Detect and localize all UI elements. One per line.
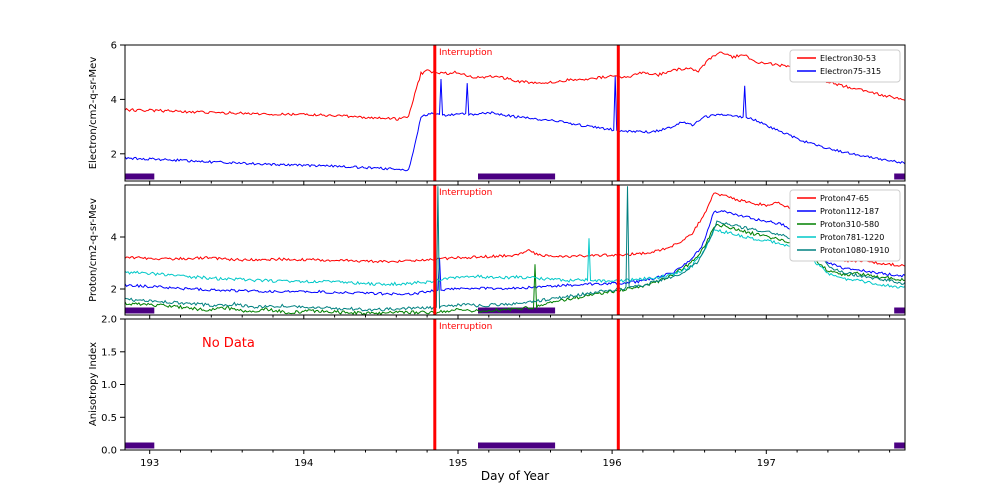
- series-line-Electron30-53: [125, 51, 905, 121]
- legend: Electron30-53 Electron75-315: [789, 49, 901, 83]
- data-gap-bar: [894, 442, 905, 449]
- legend-label: Electron30-53: [820, 54, 876, 63]
- y-tick-label: 2: [111, 149, 117, 160]
- data-gap-bar: [478, 307, 556, 314]
- annotation-interruption-bottom: Interruption: [439, 322, 493, 332]
- data-gap-bar: [478, 442, 556, 449]
- legend-label: Electron75-315: [820, 67, 881, 76]
- x-tick-label: 196: [603, 458, 622, 469]
- y-tick-label: 6: [111, 41, 117, 52]
- y-tick-label: 4: [111, 95, 117, 106]
- ylabel-anisotropy-index: Anisotropy Index: [88, 341, 99, 427]
- series-line-Proton112-187: [125, 210, 905, 296]
- data-gap-bar: [478, 173, 556, 180]
- legend-label: Proton781-1220: [820, 233, 884, 242]
- panel-proton-flux: 24: [111, 184, 906, 319]
- panel-anisotropy: 0.0 0.5 1.0 1.5 2.0 193 194 195 196 197: [101, 315, 906, 469]
- data-gap-bar: [125, 307, 155, 314]
- y-tick-label: 1.0: [101, 380, 117, 391]
- legend-label: Proton310-580: [820, 220, 879, 229]
- data-gap-bar: [894, 307, 905, 314]
- data-gap-bar: [894, 173, 905, 180]
- series-line-Electron75-315: [125, 76, 905, 172]
- legend-label: Proton47-65: [820, 194, 869, 203]
- legend: Proton47-65 Proton112-187 Proton310-580 Pro…: [789, 189, 901, 262]
- x-tick-label: 195: [448, 458, 467, 469]
- xlabel-day-of-year: Day of Year: [480, 469, 550, 483]
- x-tick-label: 193: [140, 458, 159, 469]
- annotation-interruption-top: Interruption: [439, 48, 493, 58]
- annotation-interruption-middle: Interruption: [439, 188, 493, 198]
- panel-electron-flux: 2 4 6: [111, 41, 906, 185]
- y-tick-label: 2.0: [101, 315, 117, 326]
- data-gap-bar: [125, 173, 155, 180]
- legend-box: [789, 189, 901, 262]
- x-tick-label: 194: [294, 458, 313, 469]
- y-tick-label: 0.5: [101, 413, 117, 424]
- y-tick-label: 1.5: [101, 347, 117, 358]
- series-line-Proton1080-1910: [125, 186, 905, 312]
- y-tick-label: 4: [111, 233, 117, 244]
- legend-box: [789, 49, 901, 83]
- data-gap-bar: [125, 442, 155, 449]
- series-line-Proton781-1220: [125, 228, 905, 289]
- panel-border: [124, 44, 906, 182]
- legend-label: Proton1080-1910: [820, 246, 889, 255]
- y-tick-label: 0.0: [101, 446, 117, 457]
- legend-label: Proton112-187: [820, 207, 879, 216]
- panel-border: [124, 184, 906, 316]
- series-line-Proton310-580: [125, 223, 905, 315]
- x-tick-label: 197: [757, 458, 776, 469]
- annotation-no-data: No Data: [202, 336, 255, 351]
- y-tick-label: 2: [111, 285, 117, 296]
- series-line-Proton47-65: [125, 192, 905, 267]
